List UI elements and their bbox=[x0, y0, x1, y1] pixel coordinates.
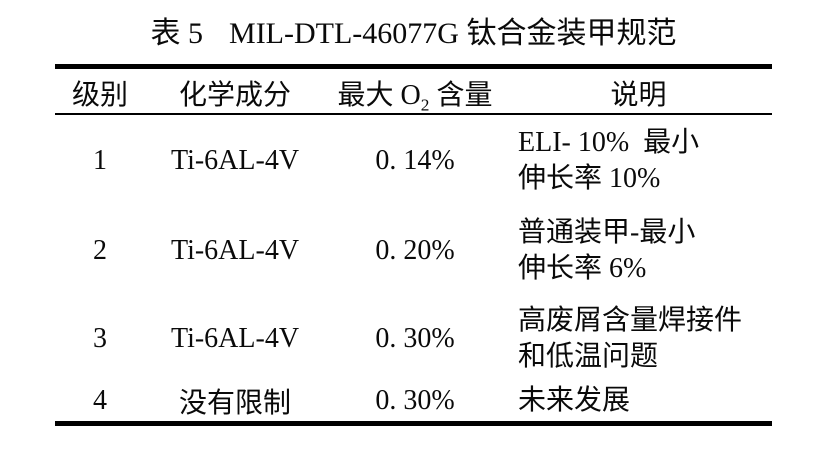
cell-max-o2: 0. 14% bbox=[375, 144, 455, 176]
cell-max-o2: 0. 30% bbox=[375, 322, 455, 354]
table-row: 4 没有限制 0. 30% 未来发展 bbox=[55, 381, 772, 424]
cell-composition: Ti-6AL-4V bbox=[170, 235, 300, 266]
cell-description: 未来发展 bbox=[518, 385, 631, 416]
table-caption: 表 5 MIL-DTL-46077G 钛合金装甲规范 bbox=[55, 14, 772, 54]
cell-grade: 2 bbox=[93, 235, 107, 266]
table-title: MIL-DTL-46077G 钛合金装甲规范 bbox=[229, 17, 677, 50]
cell-grade: 3 bbox=[93, 322, 107, 354]
cell-max-o2: 0. 30% bbox=[375, 385, 455, 416]
cell-description: 高废屑含量焊接件 和低温问题 bbox=[518, 304, 743, 372]
col-header-max-o2: 最大 O2 含量 bbox=[325, 67, 505, 115]
cell-composition: 没有限制 bbox=[178, 388, 291, 419]
col-header-composition: 化学成分 bbox=[178, 80, 291, 111]
cell-composition: Ti-6AL-4V bbox=[170, 144, 300, 176]
col-header-grade: 级别 bbox=[71, 80, 128, 111]
cell-description: ELI- 10% 最小 伸长率 10% bbox=[518, 126, 700, 194]
cell-grade: 1 bbox=[93, 144, 107, 176]
table-row: 3 Ti-6AL-4V 0. 30% 高废屑含量焊接件 和低温问题 bbox=[55, 296, 772, 381]
o2-subscript: 2 bbox=[420, 95, 430, 115]
header-row: 级别 化学成分 最大 O2 含量 说明 bbox=[55, 67, 772, 115]
cell-grade: 4 bbox=[93, 385, 107, 416]
cell-composition: Ti-6AL-4V bbox=[170, 322, 300, 354]
table-row: 2 Ti-6AL-4V 0. 20% 普通装甲-最小 伸长率 6% bbox=[55, 206, 772, 296]
col-header-description: 说明 bbox=[610, 80, 667, 111]
cell-description: 普通装甲-最小 伸长率 6% bbox=[518, 217, 696, 284]
table-number: 表 5 bbox=[150, 17, 204, 50]
table-row: 1 Ti-6AL-4V 0. 14% ELI- 10% 最小 伸长率 10% bbox=[55, 114, 772, 206]
cell-max-o2: 0. 20% bbox=[375, 235, 455, 266]
titanium-armor-spec-table: 级别 化学成分 最大 O2 含量 说明 1 Ti-6AL-4V 0. 14% E… bbox=[55, 64, 772, 426]
o2-header-pre: 最大 O bbox=[337, 80, 421, 111]
o2-header-post: 含量 bbox=[429, 80, 493, 111]
